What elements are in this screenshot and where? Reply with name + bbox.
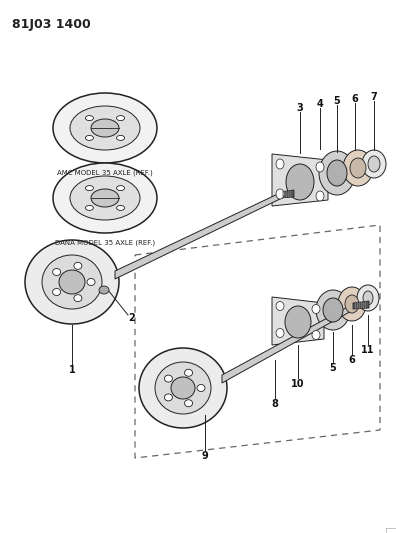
- Ellipse shape: [91, 119, 119, 137]
- Ellipse shape: [350, 158, 366, 178]
- Ellipse shape: [53, 288, 61, 295]
- Text: 4: 4: [317, 99, 324, 109]
- Ellipse shape: [368, 156, 380, 172]
- Ellipse shape: [74, 295, 82, 302]
- Ellipse shape: [276, 302, 284, 311]
- Ellipse shape: [155, 362, 211, 414]
- Ellipse shape: [86, 185, 93, 191]
- Ellipse shape: [164, 394, 172, 401]
- Ellipse shape: [316, 162, 324, 172]
- Polygon shape: [353, 301, 369, 309]
- Ellipse shape: [86, 205, 93, 211]
- Ellipse shape: [99, 286, 109, 294]
- Text: 8: 8: [272, 399, 278, 409]
- Polygon shape: [272, 154, 328, 206]
- Ellipse shape: [286, 164, 314, 200]
- Text: 81J03 1400: 81J03 1400: [12, 18, 91, 31]
- Ellipse shape: [363, 291, 373, 305]
- Text: 5: 5: [329, 363, 336, 373]
- Ellipse shape: [53, 93, 157, 163]
- Polygon shape: [272, 297, 324, 345]
- Ellipse shape: [357, 285, 379, 311]
- Ellipse shape: [362, 150, 386, 178]
- Ellipse shape: [323, 298, 343, 322]
- Ellipse shape: [171, 377, 195, 399]
- Ellipse shape: [338, 287, 366, 321]
- Ellipse shape: [276, 189, 284, 199]
- Ellipse shape: [116, 205, 125, 211]
- Polygon shape: [115, 192, 282, 279]
- Text: 9: 9: [202, 451, 208, 461]
- Ellipse shape: [139, 348, 227, 428]
- Text: AMC MODEL 35 AXLE (REF.): AMC MODEL 35 AXLE (REF.): [57, 170, 153, 176]
- Text: 3: 3: [297, 103, 303, 113]
- Ellipse shape: [116, 185, 125, 191]
- Ellipse shape: [185, 369, 192, 376]
- Text: 11: 11: [361, 345, 375, 355]
- Polygon shape: [280, 190, 294, 198]
- Ellipse shape: [285, 306, 311, 338]
- Ellipse shape: [343, 150, 373, 186]
- Ellipse shape: [86, 135, 93, 140]
- Ellipse shape: [312, 304, 320, 313]
- Ellipse shape: [25, 240, 119, 324]
- Ellipse shape: [74, 262, 82, 269]
- Ellipse shape: [312, 330, 320, 340]
- Ellipse shape: [116, 135, 125, 140]
- Ellipse shape: [316, 191, 324, 201]
- Ellipse shape: [327, 160, 347, 186]
- Text: 2: 2: [129, 313, 135, 323]
- Ellipse shape: [70, 176, 140, 220]
- Ellipse shape: [91, 189, 119, 207]
- Text: 6: 6: [348, 355, 355, 365]
- Ellipse shape: [316, 290, 350, 330]
- Ellipse shape: [53, 163, 157, 233]
- Ellipse shape: [197, 384, 205, 392]
- Ellipse shape: [164, 375, 172, 382]
- Text: 6: 6: [352, 94, 358, 104]
- Ellipse shape: [87, 279, 95, 286]
- Ellipse shape: [59, 270, 85, 294]
- Ellipse shape: [42, 255, 102, 309]
- Ellipse shape: [345, 295, 359, 313]
- Text: 7: 7: [371, 92, 377, 102]
- Ellipse shape: [276, 328, 284, 337]
- Text: 5: 5: [333, 96, 341, 106]
- Text: 10: 10: [291, 379, 305, 389]
- Ellipse shape: [86, 116, 93, 120]
- Ellipse shape: [185, 400, 192, 407]
- Ellipse shape: [276, 159, 284, 169]
- Ellipse shape: [116, 116, 125, 120]
- Text: DANA MODEL 35 AXLE (REF.): DANA MODEL 35 AXLE (REF.): [55, 240, 155, 246]
- Ellipse shape: [70, 106, 140, 150]
- Ellipse shape: [53, 269, 61, 276]
- Text: 1: 1: [69, 365, 75, 375]
- Polygon shape: [222, 303, 355, 383]
- Ellipse shape: [319, 151, 355, 195]
